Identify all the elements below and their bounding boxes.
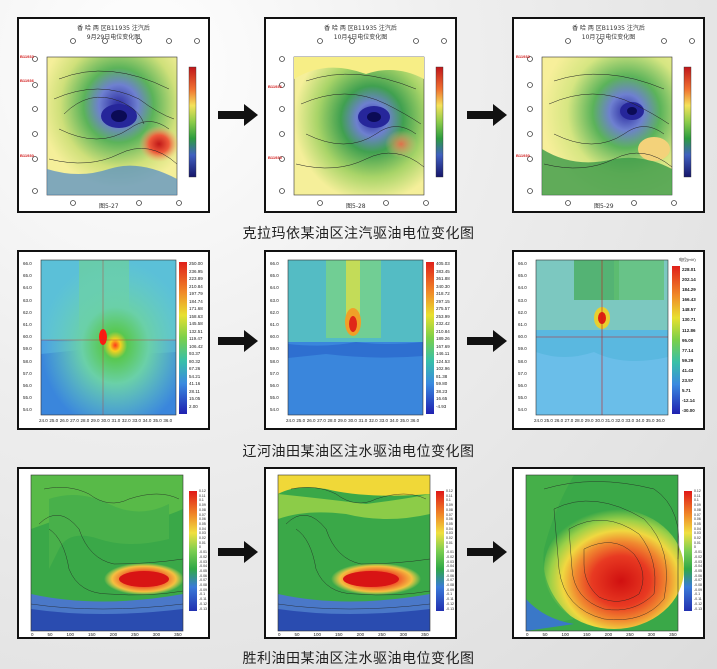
well-label: B11933 (20, 54, 34, 59)
contour-map (30, 474, 197, 632)
caption-row3: 胜利油田某油区注水驱油电位变化图 (242, 651, 475, 667)
contour-map (32, 38, 200, 206)
colorbar-labels: 0.12 0.11 0.1 0.09 0.08 0.07 0.06 0.05 0.04 0.03 0… (694, 489, 702, 611)
colorbar-labels: 250.00 236.95 223.89 210.84 197.79 184.74 171.… (189, 261, 203, 409)
panel-date: 9月29日电位变化图 (86, 34, 141, 41)
contour-panel-row3-2: 0.12 0.11 0.1 0.09 0.08 0.07 0.06 0.05 0.04 0.03 0… (264, 467, 457, 639)
arrow-right-icon (218, 104, 258, 126)
caption-row2: 辽河油田某油区注水驱油电位变化图 (242, 444, 475, 460)
contour-panel-row3-1: 0.12 0.11 0.1 0.09 0.08 0.07 0.06 0.05 0.04 0.03 0… (17, 467, 210, 639)
colorbar-labels: 228.01 202.14 184.29 166.43 148.57 130.71 112.… (682, 267, 696, 414)
heatmap-panel-row2-1: 250.00 236.95 223.89 210.84 197.79 184.74 171.… (17, 250, 210, 430)
arrow-right-icon (218, 541, 258, 563)
caption-row1: 克拉玛依某油区注汽驱油电位变化图 (242, 226, 475, 242)
x-axis-ticks: 0 50 100 150 200 250 300 350 (526, 632, 677, 637)
well-label: B11936 (268, 84, 282, 89)
panel-title: 香 哈 两 区B11935 注汽后 (324, 25, 397, 32)
panel-date: 10月4日电位变化图 (333, 34, 388, 41)
colorbar-labels: 0.12 0.11 0.1 0.09 0.08 0.07 0.06 0.05 0.04 0.03 0… (199, 489, 207, 611)
x-axis-ticks: 24.0 25.0 26.0 27.0 28.0 29.0 30.0 31.0 32.0 33.0… (286, 418, 420, 423)
figure-label: 图5-29 (594, 203, 614, 210)
well-label: B11930 (516, 153, 530, 158)
arrow-right-icon (467, 541, 507, 563)
contour-map (277, 474, 444, 632)
figure-label: 图5-27 (99, 203, 119, 210)
arrow-right-icon (467, 104, 507, 126)
figure-label: 图5-28 (346, 203, 366, 210)
y-axis-ticks: 66.0 65.0 64.0 63.0 62.0 61.0 60.0 59.0 58.0 57.0… (23, 261, 32, 413)
colorbar-labels: 0.12 0.11 0.1 0.09 0.08 0.07 0.06 0.05 0.04 0.03 0… (446, 489, 454, 611)
heatmap (535, 259, 680, 416)
y-axis-ticks: 66.0 65.0 64.0 63.0 62.0 61.0 60.0 59.0 58.0 57.0… (270, 261, 279, 413)
well-label: B11936 (20, 78, 34, 83)
contour-map (525, 474, 692, 632)
heatmap-panel-row2-2: 405.03 383.45 361.88 340.30 318.72 297.15 275.… (264, 250, 457, 430)
x-axis-ticks: 0 50 100 150 200 250 300 350 (278, 632, 429, 637)
contour-map (527, 38, 695, 206)
arrow-right-icon (467, 330, 507, 352)
arrow-right-icon (218, 330, 258, 352)
panel-title: 香 哈 两 区B11935 注汽后 (572, 25, 645, 32)
contour-panel-row1-1: 香 哈 两 区B11935 注汽后 9月29日电位变化图 图5-27 (17, 17, 210, 213)
colorbar-labels: 405.03 383.45 361.88 340.30 318.72 297.15 275.… (436, 261, 450, 409)
well-label: B11933 (516, 54, 530, 59)
well-label: B11930 (268, 155, 282, 160)
contour-map (279, 38, 447, 206)
heatmap (40, 259, 187, 416)
x-axis-ticks: 24.0 25.0 26.0 27.0 28.0 29.0 30.0 31.0 32.0 33.0… (39, 418, 173, 423)
contour-panel-row3-3: 0.12 0.11 0.1 0.09 0.08 0.07 0.06 0.05 0.04 0.03 0… (512, 467, 705, 639)
contour-panel-row1-3: 香 哈 两 区B11935 注汽后 10月7日电位变化图 图5-29 (512, 17, 705, 213)
colorbar-header: 电位(mV) (679, 257, 696, 262)
contour-panel-row1-2: 香 哈 两 区B11935 注汽后 10月4日电位变化图 图5-28 (264, 17, 457, 213)
panel-date: 10月7日电位变化图 (581, 34, 636, 41)
panel-title: 香 哈 两 区B11935 注汽后 (77, 25, 150, 32)
heatmap-panel-row2-3: 电位(mV) 228.01 202.14 184.29 166.43 148.57 130… (512, 250, 705, 430)
x-axis-ticks: 0 50 100 150 200 250 300 350 (31, 632, 182, 637)
y-axis-ticks: 66.0 65.0 64.0 63.0 62.0 61.0 60.0 59.0 58.0 57.0… (518, 261, 527, 413)
x-axis-ticks: 24.0 25.0 26.0 27.0 28.0 29.0 30.0 31.0 32.0 33.0… (534, 418, 665, 423)
well-label: B11930 (20, 153, 34, 158)
heatmap (287, 259, 434, 416)
